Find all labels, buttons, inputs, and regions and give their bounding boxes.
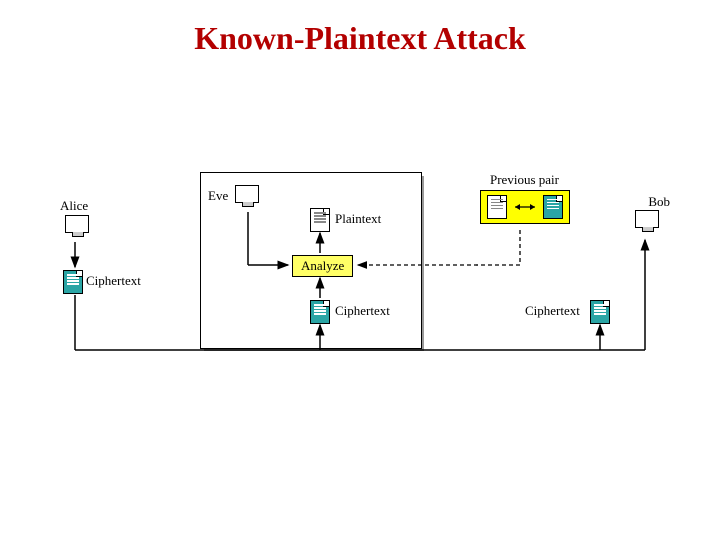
- diagram: Alice Ciphertext Eve Plaintext Analyze C…: [60, 150, 660, 390]
- bob-computer-icon: [635, 210, 665, 235]
- bob-ciphertext-label: Ciphertext: [525, 303, 580, 319]
- connections: [60, 150, 660, 390]
- alice-ciphertext-label: Ciphertext: [86, 273, 141, 289]
- plaintext-icon: [310, 208, 330, 232]
- page-title: Known-Plaintext Attack: [0, 20, 720, 57]
- analyze-box: Analyze: [292, 255, 353, 277]
- alice-computer-icon: [65, 215, 95, 240]
- previous-pair-box: [480, 190, 570, 224]
- bob-ciphertext-icon: [590, 300, 610, 324]
- bob-label: Bob: [630, 194, 670, 210]
- eve-label: Eve: [208, 188, 228, 204]
- mid-ciphertext-icon: [310, 300, 330, 324]
- alice-label: Alice: [60, 198, 88, 214]
- mid-ciphertext-label: Ciphertext: [335, 303, 390, 319]
- analyze-label: Analyze: [301, 258, 344, 273]
- previous-pair-label: Previous pair: [490, 172, 559, 188]
- prev-plaintext-icon: [487, 195, 507, 219]
- prev-ciphertext-icon: [543, 195, 563, 219]
- prev-pair-arrow-icon: [513, 201, 537, 213]
- alice-ciphertext-icon: [63, 270, 83, 294]
- eve-computer-icon: [235, 185, 265, 210]
- plaintext-label: Plaintext: [335, 211, 381, 227]
